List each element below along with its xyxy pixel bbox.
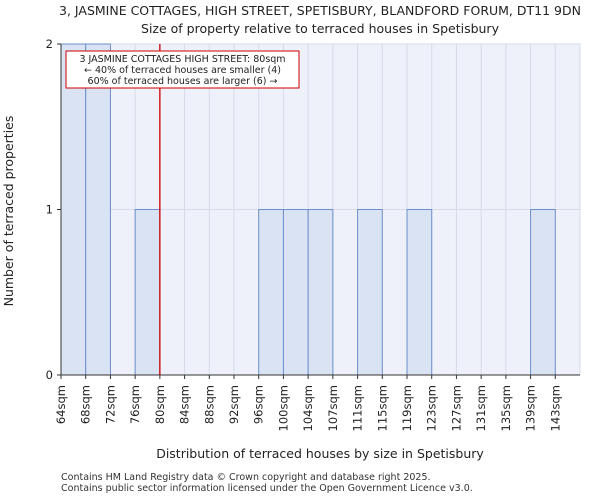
y-tick-label: 2: [46, 37, 53, 51]
x-tick-label: 131sqm: [474, 385, 488, 431]
bar: [307, 209, 334, 376]
bar: [406, 209, 433, 376]
bar: [60, 43, 87, 376]
x-tick-label: 127sqm: [449, 385, 463, 431]
bar: [357, 209, 383, 376]
x-tick-label: 135sqm: [499, 385, 513, 431]
x-tick-label: 143sqm: [548, 385, 562, 431]
y-axis-label: Number of terraced properties: [1, 116, 16, 307]
x-tick-label: 64sqm: [54, 385, 68, 424]
x-tick-label: 119sqm: [400, 385, 414, 431]
x-tick-label: 92sqm: [227, 385, 241, 424]
x-tick-label: 80sqm: [153, 385, 167, 424]
x-tick-label: 72sqm: [103, 385, 117, 424]
x-tick-label: 84sqm: [178, 385, 192, 424]
x-tick-label: 115sqm: [375, 385, 389, 431]
x-axis-label: Distribution of terraced houses by size …: [156, 446, 484, 461]
annotation-box: [65, 50, 300, 89]
annotation-line-2: ← 40% of terraced houses are smaller (4): [84, 65, 281, 76]
bar: [134, 209, 161, 376]
annotation-line-1: 3 JASMINE COTTAGES HIGH STREET: 80sqm: [79, 54, 285, 65]
x-tick-label: 100sqm: [276, 385, 290, 431]
x-tick-label: 88sqm: [202, 385, 216, 424]
x-tick-label: 104sqm: [301, 385, 315, 431]
annotation-line-3: 60% of terraced houses are larger (6) →: [88, 76, 278, 87]
bar: [530, 209, 556, 376]
bar: [282, 209, 309, 376]
x-tick-label: 111sqm: [351, 385, 365, 431]
footer-line-2: Contains public sector information licen…: [61, 483, 473, 494]
chart-title: 3, JASMINE COTTAGES, HIGH STREET, SPETIS…: [59, 3, 581, 18]
footer-line-1: Contains HM Land Registry data © Crown c…: [61, 472, 431, 483]
x-tick-label: 76sqm: [128, 385, 142, 424]
y-tick-label: 0: [46, 368, 53, 382]
x-tick-label: 96sqm: [252, 385, 266, 424]
chart-subtitle: Size of property relative to terraced ho…: [141, 21, 500, 36]
bar: [85, 43, 111, 376]
x-tick-label: 68sqm: [79, 385, 93, 424]
x-tick-label: 139sqm: [524, 385, 538, 431]
plot-area: 0 1 2 64sqm 68sqm 72sqm 76sqm 80sqm 84sqm 88sqm 92…: [46, 37, 581, 431]
y-tick-label: 1: [46, 203, 53, 217]
bar: [258, 209, 284, 376]
x-tick-label: 123sqm: [425, 385, 439, 431]
x-tick-label: 107sqm: [326, 385, 340, 431]
